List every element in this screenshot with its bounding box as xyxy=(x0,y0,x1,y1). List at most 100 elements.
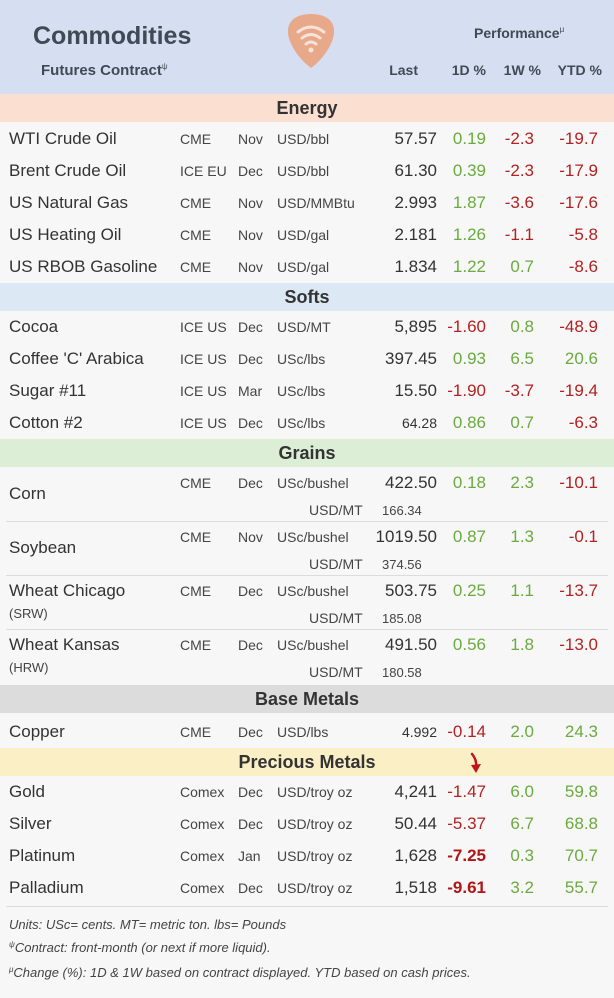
change-1w: 0.3 xyxy=(510,846,534,865)
change-1w: 0.8 xyxy=(510,317,534,336)
unit: USc/bushel xyxy=(277,637,349,653)
row-divider xyxy=(6,575,608,576)
last-price: 15.50 xyxy=(394,381,437,400)
unit-metric: USD/MT xyxy=(309,556,363,572)
unit-metric: USD/MT xyxy=(309,610,363,626)
performance-text: Performance xyxy=(474,25,560,41)
change-ytd: -0.1 xyxy=(568,527,598,546)
change-1w: 6.5 xyxy=(510,349,534,368)
footer-contract-mark: ψ xyxy=(9,940,15,949)
change-ytd: 24.3 xyxy=(564,722,598,741)
last-price: 397.45 xyxy=(385,349,437,368)
change-1w: 1.8 xyxy=(510,635,534,654)
contract-month: Nov xyxy=(238,131,263,147)
exchange: Comex xyxy=(180,880,225,896)
contract-month: Dec xyxy=(238,880,263,896)
page-title: Commodities xyxy=(33,22,192,50)
change-1d: -0.14 xyxy=(447,722,486,741)
commodity-name: Palladium xyxy=(9,878,84,897)
change-ytd: -17.6 xyxy=(559,193,598,212)
contract-month: Dec xyxy=(238,784,263,800)
col-header-last: Last xyxy=(389,62,418,78)
futures-contract-text: Futures Contract xyxy=(41,62,162,79)
unit: USc/bushel xyxy=(277,529,349,545)
change-1w: 2.3 xyxy=(510,473,534,492)
exchange: CME xyxy=(180,529,212,545)
change-1w: 1.3 xyxy=(510,527,534,546)
last-price: 1,518 xyxy=(394,878,437,897)
change-1w: 6.7 xyxy=(510,814,534,833)
change-1d: 0.87 xyxy=(452,527,486,546)
change-ytd: 59.8 xyxy=(564,782,598,801)
change-ytd: 20.6 xyxy=(564,349,598,368)
change-ytd: -8.6 xyxy=(568,257,598,276)
futures-contract-label: Futures Contractψ xyxy=(41,62,168,79)
footer-change-text: Change (%): 1D & 1W based on contract di… xyxy=(13,965,471,980)
wifi-pick-logo-icon xyxy=(287,14,335,68)
unit: USc/lbs xyxy=(277,351,326,367)
section-softs: Softs xyxy=(0,283,614,311)
commodity-name: US RBOB Gasoline xyxy=(9,257,158,276)
commodity-name: Soybean xyxy=(9,538,77,557)
change-ytd: -13.7 xyxy=(559,581,598,600)
contract-month: Nov xyxy=(238,227,263,243)
change-1d: 1.26 xyxy=(452,225,486,244)
exchange: Comex xyxy=(180,848,225,864)
col-header-ytd: YTD % xyxy=(557,62,602,78)
contract-month: Mar xyxy=(238,383,263,399)
contract-month: Dec xyxy=(238,816,263,832)
last-price: 1019.50 xyxy=(375,527,437,546)
change-1w: -3.6 xyxy=(504,193,534,212)
last-price: 57.57 xyxy=(394,129,437,148)
exchange: CME xyxy=(180,227,212,243)
footer-contract-text: Contract: front-month (or next if more l… xyxy=(14,940,271,955)
contract-month: Jan xyxy=(238,848,261,864)
last-price-metric: 185.08 xyxy=(382,611,422,626)
change-1d: 0.25 xyxy=(452,581,486,600)
change-ytd: -6.3 xyxy=(568,413,598,432)
section-base-metals: Base Metals xyxy=(0,685,614,713)
section-precious-metals: Precious Metals xyxy=(0,748,614,776)
contract-month: Dec xyxy=(238,163,263,179)
change-1w: 0.7 xyxy=(510,413,534,432)
exchange: ICE US xyxy=(180,351,227,367)
last-price-metric: 374.56 xyxy=(382,557,422,572)
commodity-name: Silver xyxy=(9,814,52,833)
change-1d: -1.60 xyxy=(447,317,486,336)
commodity-name: Copper xyxy=(9,722,65,741)
unit: USD/troy oz xyxy=(277,880,353,896)
unit: USD/troy oz xyxy=(277,848,353,864)
change-1d: -1.90 xyxy=(447,381,486,400)
change-1d: -5.37 xyxy=(447,814,486,833)
unit-metric: USD/MT xyxy=(309,664,363,680)
change-ytd: 55.7 xyxy=(564,878,598,897)
exchange: CME xyxy=(180,724,212,740)
change-1d: 1.22 xyxy=(452,257,486,276)
change-1w: 1.1 xyxy=(510,581,534,600)
commodity-name: Wheat Kansas xyxy=(9,635,120,654)
change-1w: -1.1 xyxy=(504,225,534,244)
unit: USD/troy oz xyxy=(277,816,353,832)
last-price: 64.28 xyxy=(401,415,437,431)
contract-month: Dec xyxy=(238,319,263,335)
contract-month: Dec xyxy=(238,724,263,740)
unit: USc/bushel xyxy=(277,583,349,599)
contract-month: Nov xyxy=(238,259,263,275)
last-price: 2.181 xyxy=(394,225,437,244)
last-price: 1.834 xyxy=(394,257,437,276)
change-ytd: -10.1 xyxy=(559,473,598,492)
unit: USD/bbl xyxy=(277,163,330,179)
exchange: Comex xyxy=(180,784,225,800)
commodity-name: Corn xyxy=(9,484,46,503)
change-1d: 0.93 xyxy=(452,349,486,368)
change-1d: 0.19 xyxy=(452,129,486,148)
section-grains: Grains xyxy=(0,439,614,467)
section-energy: Energy xyxy=(0,94,614,122)
change-ytd: -5.8 xyxy=(568,225,598,244)
exchange: Comex xyxy=(180,816,225,832)
exchange: CME xyxy=(180,131,212,147)
commodity-name: US Heating Oil xyxy=(9,225,122,244)
last-price: 422.50 xyxy=(385,473,437,492)
exchange: CME xyxy=(180,637,212,653)
commodity-name: US Natural Gas xyxy=(9,193,129,212)
